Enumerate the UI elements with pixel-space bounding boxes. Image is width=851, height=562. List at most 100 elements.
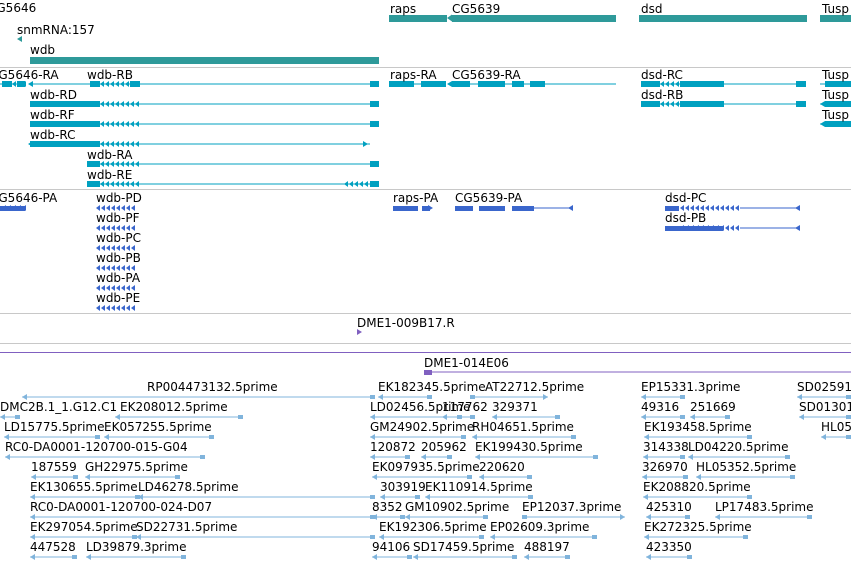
protein-wdb-pe-chevron[interactable] <box>116 305 120 311</box>
est-gh22975-5prime-end[interactable] <box>175 475 180 479</box>
est-ep02609-3prime-label[interactable]: EP02609.3prime <box>490 520 590 534</box>
transcript-wdb-rd-chevron[interactable] <box>115 101 119 107</box>
est-117762-end[interactable] <box>470 415 475 419</box>
est-94106-arrow[interactable] <box>372 554 377 560</box>
protein-label-cg5639-pa[interactable]: CG5639-PA <box>455 191 523 205</box>
est-326970-end[interactable] <box>683 475 688 479</box>
protein-dsd-pb-chevron[interactable] <box>735 225 739 231</box>
est-ep12037-3prime-arrow[interactable] <box>620 514 625 520</box>
est-187559-label[interactable]: 187559 <box>31 460 77 474</box>
transcript-wdb-rb-chevron[interactable] <box>115 81 119 87</box>
protein-dsd-pc-chevron[interactable] <box>680 205 684 211</box>
transcript-wdb-rb-chevron[interactable] <box>100 81 104 87</box>
est-sd22731-5prime-end[interactable] <box>370 535 375 539</box>
transcript-wdb-re-tail-chevron[interactable] <box>349 181 353 187</box>
transcript-dsd-rb-chevron[interactable] <box>660 101 664 107</box>
est-49316-end[interactable] <box>680 415 685 419</box>
est-ek130655-5prime-label[interactable]: EK130655.5prime <box>30 480 138 494</box>
est-ld39879-3prime-end[interactable] <box>181 555 186 559</box>
transcript-wdb-re-exon[interactable] <box>370 181 379 187</box>
transcript-wdb-re-exon[interactable] <box>87 181 100 187</box>
transcript-wdb-rb-chevron[interactable] <box>120 81 124 87</box>
est-hl05-arrow[interactable] <box>821 434 826 440</box>
est-gm10902-5prime-end[interactable] <box>483 515 488 519</box>
est-gm24902-5prime-label[interactable]: GM24902.5prime <box>370 420 475 434</box>
transcript-wdb-ra-chevron[interactable] <box>110 161 114 167</box>
protein-wdb-pa-chevron[interactable] <box>121 285 125 291</box>
est-120872-arrow[interactable] <box>370 454 375 460</box>
est-gh22975-5prime-label[interactable]: GH22975.5prime <box>85 460 188 474</box>
clone-dme1-009b17-r-glyph[interactable] <box>357 329 362 335</box>
protein-wdb-pb-chevron[interactable] <box>111 265 115 271</box>
protein-cg5639-pa-arrow[interactable] <box>568 205 573 211</box>
transcript-wdb-re-chevron[interactable] <box>120 181 124 187</box>
protein-dsd-pb-chevron[interactable] <box>725 225 729 231</box>
est-ek208820-5prime-label[interactable]: EK208820.5prime <box>643 480 751 494</box>
protein-dsd-pc-chevron[interactable] <box>725 205 729 211</box>
gene-label-cg5646[interactable]: CG5646 <box>0 1 37 15</box>
gene-label-raps[interactable]: raps <box>390 2 417 16</box>
transcript-wdb-rf-exon[interactable] <box>370 121 379 127</box>
est-ek208012-5prime-end[interactable] <box>238 415 243 419</box>
est-425310-end[interactable] <box>685 515 690 519</box>
protein-wdb-pa-chevron[interactable] <box>101 285 105 291</box>
transcript-wdb-rb-chevron[interactable] <box>105 81 109 87</box>
est-rh04651-5prime-arrow[interactable] <box>472 434 477 440</box>
protein-cg5646-pa-chevron[interactable] <box>2 205 6 211</box>
protein-wdb-pf-chevron[interactable] <box>121 225 125 231</box>
transcript-wdb-ra-chevron[interactable] <box>115 161 119 167</box>
protein-wdb-pb-chevron[interactable] <box>121 265 125 271</box>
est-ek097935-5prime-arrow[interactable] <box>372 474 377 480</box>
est-ld46278-5prime-label[interactable]: LD46278.5prime <box>138 480 239 494</box>
est-ep15331-3prime-end[interactable] <box>680 395 685 399</box>
est-329371-arrow[interactable] <box>492 414 497 420</box>
protein-wdb-pc-chevron[interactable] <box>121 245 125 251</box>
protein-label-dsd-pb[interactable]: dsd-PB <box>665 211 707 225</box>
est-at22712-5prime-arrow[interactable] <box>543 394 548 400</box>
est-ek199430-5prime-arrow[interactable] <box>475 454 480 460</box>
protein-wdb-pc-chevron[interactable] <box>131 245 135 251</box>
transcript-dsd-rc-chevron[interactable] <box>670 81 674 87</box>
est-sd02591-end[interactable] <box>846 395 851 399</box>
est-ld39879-3prime-label[interactable]: LD39879.3prime <box>86 540 187 554</box>
est-rc0-da0001-120700-024-d07-arrow[interactable] <box>30 514 35 520</box>
est-sd17459-5prime-end[interactable] <box>512 555 517 559</box>
transcript-wdb-rc-end[interactable] <box>363 141 368 147</box>
protein-label-wdb-pe[interactable]: wdb-PE <box>96 291 141 305</box>
protein-dsd-pb-arrow[interactable] <box>795 225 800 231</box>
protein-wdb-pf-chevron[interactable] <box>106 225 110 231</box>
est-251669-end[interactable] <box>725 415 730 419</box>
est-314338-arrow[interactable] <box>643 454 648 460</box>
protein-dsd-pb-chevron[interactable] <box>680 225 684 231</box>
gene-label-cg5639[interactable]: CG5639 <box>452 2 501 16</box>
est-303919-end[interactable] <box>415 495 420 499</box>
transcript-cg5646-ra-chevron[interactable] <box>17 81 21 87</box>
transcript-wdb-rc-chevron[interactable] <box>130 141 134 147</box>
protein-wdb-pb-chevron[interactable] <box>106 265 110 271</box>
transcript-wdb-rc-chevron[interactable] <box>105 141 109 147</box>
transcript-wdb-rc-chevron[interactable] <box>110 141 114 147</box>
protein-wdb-pd-chevron[interactable] <box>116 205 120 211</box>
est-sd01301-label[interactable]: SD01301 <box>799 400 851 414</box>
protein-dsd-pb-chevron[interactable] <box>720 225 724 231</box>
est-49316-arrow[interactable] <box>641 414 646 420</box>
transcript-dsd-rc-exon[interactable] <box>641 81 660 87</box>
est-ek110914-5prime-end[interactable] <box>528 495 533 499</box>
est-120872-end[interactable] <box>405 455 410 459</box>
est-sd01301-arrow[interactable] <box>799 414 804 420</box>
est-gm24902-5prime-arrow[interactable] <box>370 434 375 440</box>
transcript-wdb-rf-chevron[interactable] <box>130 121 134 127</box>
transcript-label-dsd-rc[interactable]: dsd-RC <box>641 68 683 82</box>
est-dmc2b-1-1-g12-c1-arrow[interactable] <box>0 414 5 420</box>
est-ld46278-5prime-end[interactable] <box>370 495 375 499</box>
est-ek182345-5prime-label[interactable]: EK182345.5prime <box>378 380 486 394</box>
protein-dsd-pc-chevron[interactable] <box>735 205 739 211</box>
transcript-wdb-rb-exon[interactable] <box>90 81 100 87</box>
est-488197-end[interactable] <box>565 555 570 559</box>
transcript-wdb-ra-chevron[interactable] <box>100 161 104 167</box>
est-ek130655-5prime-end[interactable] <box>135 495 140 499</box>
est-205962-label[interactable]: 205962 <box>421 440 467 454</box>
transcript-cg5639-ra-exon[interactable] <box>530 81 545 87</box>
transcript-cg5639-ra-exon[interactable] <box>452 81 470 87</box>
protein-dsd-pc-chevron[interactable] <box>720 205 724 211</box>
